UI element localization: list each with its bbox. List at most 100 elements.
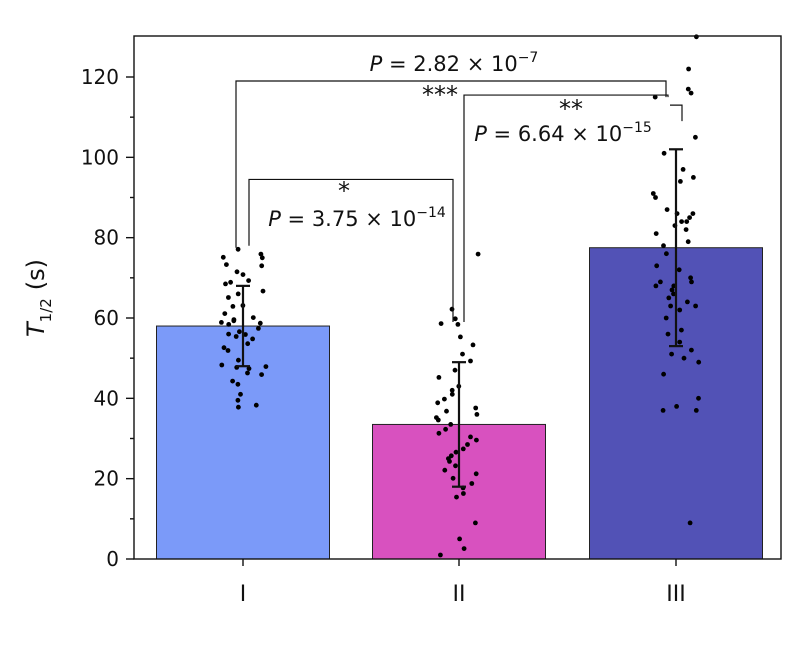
point-I-16 — [222, 311, 228, 316]
point-III-49 — [660, 408, 666, 413]
point-II-43 — [438, 552, 443, 558]
point-II-4 — [455, 322, 461, 327]
point-II-17 — [444, 408, 449, 414]
y-tick-label-100: 100 — [81, 145, 119, 169]
point-I-7 — [240, 272, 246, 277]
pvalue-I-III-p: P — [370, 52, 383, 76]
x-tick-label-II: II — [453, 582, 466, 607]
point-III-51 — [687, 520, 693, 526]
point-I-31 — [225, 348, 231, 353]
point-III-16 — [679, 219, 684, 225]
y-tick-label-40: 40 — [94, 386, 119, 410]
point-I-2 — [220, 254, 226, 260]
point-I-4 — [259, 263, 265, 269]
point-I-26 — [243, 332, 248, 337]
point-III-25 — [676, 267, 682, 273]
point-III-47 — [696, 395, 701, 401]
point-III-31 — [669, 287, 675, 293]
stars-I-II: * — [338, 177, 350, 205]
x-tick-label-I: I — [240, 582, 247, 607]
pvalue-I-II-text: = 3.75 × 10 — [281, 207, 416, 231]
point-III-0 — [694, 34, 699, 40]
point-II-32 — [453, 463, 458, 469]
stars-III: ** — [559, 95, 583, 123]
point-I-17 — [250, 315, 256, 320]
error-bars-layer — [236, 148, 683, 488]
point-III-17 — [684, 219, 690, 225]
point-III-37 — [677, 307, 683, 313]
point-I-5 — [224, 262, 229, 267]
point-I-0 — [258, 251, 264, 257]
point-II-2 — [452, 316, 458, 322]
point-I-3 — [235, 246, 241, 252]
stars-II-III: *** — [422, 81, 458, 109]
point-II-24 — [468, 434, 473, 440]
point-III-5 — [693, 134, 698, 140]
y-axis-label-subscript: 1/2 — [37, 298, 55, 322]
point-III-19 — [683, 227, 689, 233]
point-III-4 — [652, 94, 658, 100]
point-I-30 — [221, 345, 227, 351]
point-III-9 — [678, 179, 683, 184]
pvalue-I-III-exponent: −7 — [518, 50, 539, 66]
point-III-12 — [664, 207, 670, 213]
point-I-34 — [263, 364, 269, 369]
point-III-38 — [663, 315, 669, 321]
point-II-10 — [436, 375, 442, 380]
point-III-48 — [674, 404, 679, 409]
point-II-35 — [450, 475, 456, 481]
point-III-24 — [654, 263, 660, 269]
point-II-9 — [452, 367, 458, 373]
point-III-21 — [685, 239, 691, 245]
point-III-3 — [688, 90, 694, 96]
point-I-23 — [256, 326, 261, 331]
y-tick-label-20: 20 — [94, 467, 119, 491]
point-II-5 — [458, 334, 463, 340]
y-axis-label-main: T — [22, 320, 50, 337]
point-II-40 — [473, 520, 478, 526]
point-III-29 — [653, 283, 659, 289]
point-III-8 — [691, 175, 696, 180]
point-III-33 — [666, 295, 672, 301]
y-axis-label-unit: (s) — [22, 259, 50, 290]
point-I-21 — [257, 320, 263, 326]
y-tick-label-0: 0 — [106, 547, 119, 571]
point-I-12 — [235, 291, 241, 297]
point-III-7 — [680, 167, 686, 172]
point-III-41 — [677, 339, 683, 345]
point-I-28 — [250, 336, 256, 342]
point-II-15 — [435, 400, 441, 406]
point-III-36 — [693, 303, 698, 309]
point-III-43 — [669, 351, 674, 357]
point-I-40 — [235, 381, 241, 387]
point-I-11 — [260, 288, 266, 294]
point-I-44 — [236, 404, 241, 410]
point-II-25 — [474, 437, 479, 443]
point-III-11 — [653, 195, 658, 200]
y-axis-label: T1/2 (s) — [22, 259, 55, 337]
point-III-6 — [661, 150, 667, 156]
y-tick-label-60: 60 — [94, 306, 119, 330]
point-III-40 — [665, 331, 671, 337]
point-I-22 — [226, 322, 232, 327]
point-III-35 — [668, 303, 673, 309]
point-II-14 — [442, 396, 447, 402]
point-I-25 — [226, 331, 232, 337]
point-III-1 — [686, 66, 691, 72]
point-II-39 — [454, 494, 459, 500]
point-II-28 — [453, 449, 459, 455]
point-I-38 — [259, 372, 264, 377]
point-III-23 — [664, 251, 669, 257]
point-I-10 — [223, 281, 228, 287]
point-III-32 — [671, 291, 676, 297]
point-II-7 — [460, 351, 465, 357]
point-II-38 — [461, 491, 466, 496]
bracket-III-hook — [670, 104, 683, 122]
point-I-36 — [246, 366, 252, 371]
point-I-41 — [238, 391, 243, 397]
point-III-15 — [687, 215, 692, 221]
pvalue-II-III-exponent: −15 — [622, 120, 652, 136]
point-III-10 — [650, 191, 656, 196]
